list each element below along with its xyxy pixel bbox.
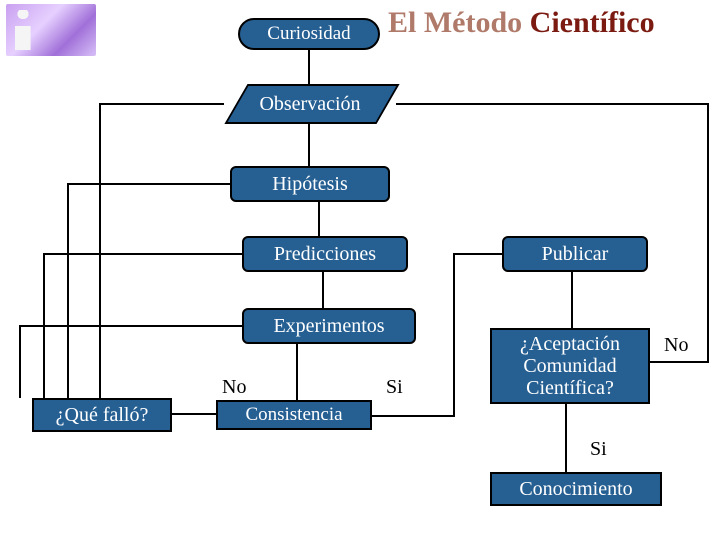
header-image [6, 4, 96, 56]
branch-label-si-mid: Si [386, 376, 403, 399]
node-label: Publicar [542, 243, 609, 266]
node-publicar: Publicar [502, 236, 648, 272]
node-observacion: Observación [224, 84, 396, 124]
node-label: Hipótesis [272, 173, 348, 196]
node-hipotesis: Hipótesis [230, 166, 390, 202]
node-label: Predicciones [274, 243, 376, 266]
branch-label-no-right: No [664, 334, 688, 357]
branch-label-si-down: Si [590, 438, 607, 461]
node-label: ¿Qué falló? [56, 404, 149, 427]
page-title: El Método Científico [388, 6, 655, 40]
node-que-fallo: ¿Qué falló? [32, 398, 172, 432]
node-experimentos: Experimentos [242, 308, 416, 344]
node-predicciones: Predicciones [242, 236, 408, 272]
branch-label-no-left: No [222, 376, 246, 399]
node-label: Experimentos [273, 315, 384, 338]
node-label: Observación [259, 93, 360, 116]
node-aceptacion: ¿Aceptación Comunidad Científica? [490, 328, 650, 404]
node-label: Curiosidad [267, 23, 350, 45]
node-label: ¿Aceptación Comunidad Científica? [520, 333, 620, 399]
node-label: Consistencia [245, 404, 342, 426]
node-label: Conocimiento [519, 478, 632, 501]
node-consistencia: Consistencia [216, 400, 372, 430]
node-conocimiento: Conocimiento [490, 472, 662, 506]
node-curiosidad: Curiosidad [238, 18, 380, 50]
